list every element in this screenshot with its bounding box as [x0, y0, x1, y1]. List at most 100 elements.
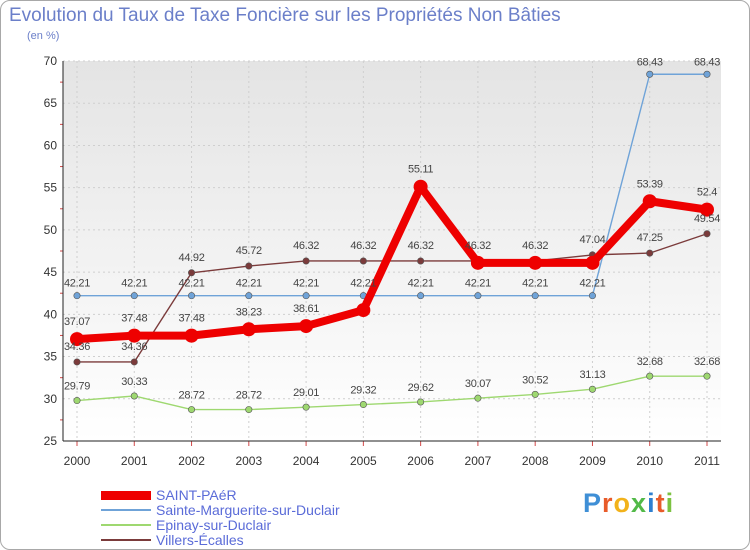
data-label: 47.25 [637, 232, 663, 244]
data-label: 46.32 [408, 240, 434, 252]
legend-label-saint-paer: SAINT-PAéR [156, 487, 237, 503]
data-point-series-1 [188, 292, 196, 300]
data-point-series-2 [188, 406, 196, 414]
data-label: 46.32 [293, 240, 319, 252]
data-label: 55.11 [408, 164, 433, 176]
data-point-saint-paer [700, 202, 714, 217]
data-label: 68.43 [694, 56, 720, 68]
data-label: 28.72 [179, 390, 205, 402]
data-label: 42.21 [236, 278, 262, 290]
data-point-series-1 [646, 70, 654, 78]
legend-swatch-saint-paer [101, 490, 151, 500]
data-point-saint-paer [585, 255, 600, 270]
proxiti-logo: Proxiti [583, 488, 674, 519]
data-point-series-1 [474, 292, 482, 300]
data-label: 46.32 [465, 240, 491, 252]
logo-letter: x [631, 488, 648, 518]
data-label: 29.01 [293, 387, 319, 399]
data-point-saint-paer [127, 328, 142, 343]
data-point-series-3 [130, 358, 138, 366]
data-point-series-2 [73, 397, 81, 405]
x-tick-label: 2001 [121, 454, 148, 468]
data-label: 42.21 [579, 278, 605, 290]
y-tick-label: 55 [44, 181, 58, 195]
legend-label-epinay: Epinay-sur-Duclair [156, 517, 272, 533]
data-label: 46.32 [522, 240, 548, 252]
x-tick-label: 2003 [235, 454, 262, 468]
data-label: 38.23 [236, 306, 262, 318]
axes: 25 30 35 40 45 50 55 60 65 70 2000 2001 2002 2003 2004… [44, 54, 721, 468]
logo-letter: P [583, 488, 603, 518]
data-point-saint-paer [413, 179, 428, 194]
data-point-series-3 [245, 262, 253, 270]
data-point-series-2 [588, 385, 596, 393]
legend-label-villers: Villers-Écalles [156, 532, 244, 548]
data-label: 42.21 [293, 278, 319, 290]
data-label: 37.48 [179, 313, 205, 325]
x-tick-label: 2011 [694, 454, 720, 468]
data-point-series-3 [302, 257, 310, 265]
data-label: 31.13 [579, 369, 605, 381]
legend-label-sainte-marguerite: Sainte-Marguerite-sur-Duclair [156, 502, 340, 518]
legend-item-saint-paer: SAINT-PAéR [101, 487, 237, 503]
data-label: 29.62 [408, 382, 434, 394]
data-label: 37.07 [64, 316, 90, 328]
data-label: 29.32 [350, 385, 376, 397]
data-point-series-1 [703, 70, 711, 78]
x-tick-label: 2009 [579, 454, 606, 468]
data-point-series-3 [646, 249, 654, 257]
data-point-saint-paer [356, 303, 371, 318]
logo-letter: o [613, 488, 632, 518]
data-label: 30.52 [522, 374, 548, 386]
data-point-series-2 [359, 401, 367, 409]
data-label: 42.21 [179, 278, 205, 290]
series-line-saint-paer [73, 182, 711, 344]
data-point-saint-paer [241, 322, 256, 337]
data-point-series-3 [417, 257, 425, 265]
x-tick-label: 2007 [465, 454, 492, 468]
data-label: 28.72 [236, 390, 262, 402]
data-label: 47.04 [579, 234, 605, 246]
data-label: 42.21 [408, 278, 434, 290]
logo-letter: r [602, 488, 614, 518]
series-lines [70, 70, 714, 414]
y-tick-label: 45 [44, 265, 58, 279]
data-point-series-1 [302, 292, 310, 300]
data-point-series-3 [703, 230, 711, 238]
logo-letter: i [665, 488, 675, 518]
data-label: 46.32 [350, 240, 376, 252]
data-labels: 42.21 42.21 42.21 42.21 42.21 42.21 42.21 42.21… [64, 56, 721, 402]
series-line-2 [76, 375, 708, 411]
data-label: 49.54 [694, 213, 720, 225]
data-label: 30.07 [465, 378, 491, 390]
data-point-series-3 [73, 358, 81, 366]
y-tick-label: 50 [44, 223, 58, 237]
x-tick-label: 2000 [64, 454, 91, 468]
data-label: 42.21 [64, 278, 90, 290]
legend-swatch-villers [101, 539, 151, 541]
data-point-series-2 [130, 392, 138, 400]
data-point-series-2 [302, 403, 310, 411]
data-point-series-1 [245, 292, 253, 300]
data-label: 42.21 [350, 278, 376, 290]
y-tick-label: 60 [44, 138, 58, 152]
x-tick-label: 2008 [522, 454, 549, 468]
legend-item-epinay: Epinay-sur-Duclair [101, 517, 271, 533]
data-point-series-2 [646, 372, 654, 380]
x-tick-label: 2005 [350, 454, 377, 468]
logo-letter: t [655, 488, 666, 518]
data-label: 37.48 [121, 313, 147, 325]
data-point-saint-paer [70, 332, 84, 347]
x-tick-label: 2002 [178, 454, 205, 468]
data-label: 32.68 [694, 356, 720, 368]
x-tick-label: 2006 [407, 454, 434, 468]
data-label: 42.21 [121, 278, 147, 290]
data-label: 44.92 [179, 252, 205, 264]
y-tick-label: 65 [44, 96, 58, 110]
data-point-series-2 [417, 398, 425, 406]
data-point-series-3 [359, 257, 367, 265]
data-point-saint-paer [642, 194, 657, 209]
y-tick-label: 25 [44, 434, 58, 448]
data-label: 38.61 [293, 303, 319, 315]
